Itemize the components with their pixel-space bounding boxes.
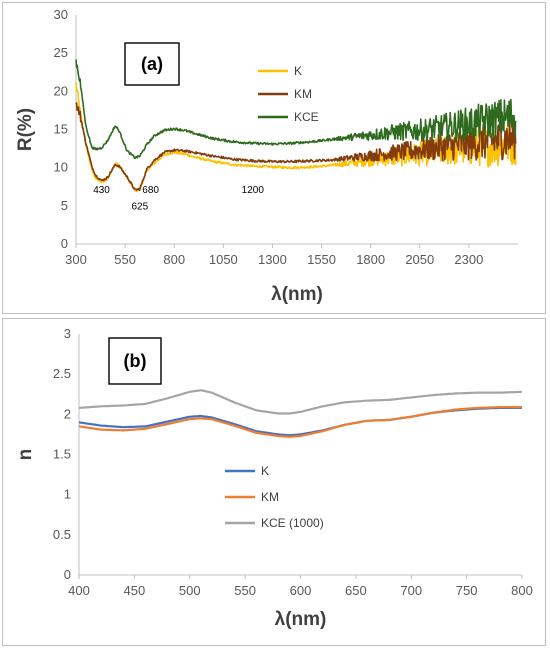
x-tick-label: 650 [345,583,367,598]
x-axis-label: λ(nm) [271,284,323,305]
panel-label: (b) [124,351,147,371]
legend-label: KCE (1000) [261,516,324,530]
x-tick-label: 1300 [258,252,287,267]
series-line-km [78,405,522,438]
panel-label-box [124,42,180,86]
x-tick-label: 750 [456,583,478,598]
y-tick-label: 1.5 [53,447,71,462]
legend-label: KM [261,490,279,504]
x-tick-label: 300 [65,252,87,267]
x-tick-label: 2050 [405,252,434,267]
x-tick-label: 400 [68,583,90,598]
x-tick-label: 800 [163,252,185,267]
y-tick-label: 3 [64,326,71,341]
x-tick-label: 1550 [307,252,336,267]
x-tick-label: 500 [179,583,201,598]
x-tick-label: 550 [114,252,136,267]
series-line-kce [75,59,517,159]
legend-label: K [294,64,302,78]
annotation-label: 680 [142,185,159,196]
x-tick-label: 1800 [356,252,385,267]
panel-label: (a) [141,54,163,74]
x-tick-label: 600 [290,583,312,598]
annotation-label: 625 [132,202,149,213]
y-axis-label: n [15,449,36,461]
chart-panel-a: 0 5 10 15 20 25 30 300 550 800 1050 1300 1550 1800 205… [2,2,546,314]
legend-label: KM [294,87,312,101]
y-tick-label: 0 [64,567,71,582]
x-tick-label: 550 [234,583,256,598]
panel-label-box [108,337,162,385]
y-tick-label: 0 [61,236,68,251]
y-tick-label: 25 [54,45,68,60]
x-axis-label: λ(nm) [275,609,327,630]
x-tick-label: 1050 [209,252,238,267]
refractive-index-chart: 0 0.5 1 1.5 2 2.5 3 400 450 500 550 600 650 700 750 800… [15,326,533,630]
reflectance-chart: 0 5 10 15 20 25 30 300 550 800 1050 1300 1550 1800 205… [15,7,518,305]
y-tick-label: 10 [54,160,68,175]
y-tick-label: 2.5 [53,366,71,381]
y-tick-label: 2 [64,406,71,421]
x-tick-label: 700 [400,583,422,598]
y-tick-label: 5 [61,198,68,213]
y-tick-label: 15 [54,122,68,137]
annotation-label: 1200 [242,185,265,196]
y-axis-label: R(%) [15,108,36,151]
y-tick-label: 30 [54,7,68,22]
series-line-kce-1000- [78,389,523,415]
y-tick-label: 1 [64,487,71,502]
annotation-label: 430 [93,185,110,196]
y-tick-label: 20 [54,83,68,98]
x-tick-label: 450 [124,583,146,598]
x-tick-label: 800 [511,583,533,598]
legend-label: KCE [294,110,319,124]
chart-panel-b: 0 0.5 1 1.5 2 2.5 3 400 450 500 550 600 650 700 750 800… [2,318,546,646]
legend-label: K [261,464,269,478]
series-line-km [75,102,517,191]
x-tick-label: 2300 [454,252,483,267]
y-tick-label: 0.5 [53,527,71,542]
